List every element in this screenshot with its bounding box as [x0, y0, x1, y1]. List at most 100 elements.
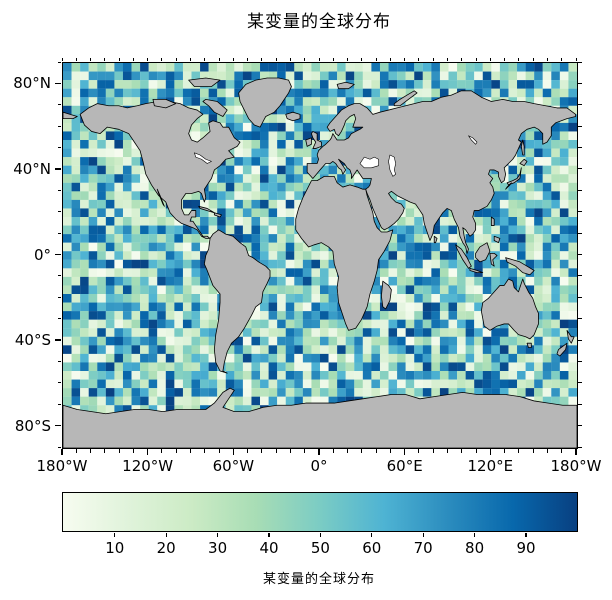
- y-minor-tick-right: [578, 296, 582, 298]
- y-minor-tick-right: [578, 147, 582, 149]
- y-minor-tick-left: [57, 318, 61, 320]
- colorbar-tick-label: 40: [259, 539, 279, 557]
- land-hokkaido: [520, 159, 527, 165]
- lake-great-lakes: [194, 153, 211, 164]
- x-minor-tick-bottom: [232, 449, 234, 453]
- x-minor-tick-bottom: [518, 449, 520, 453]
- land-novaya-zemlya: [394, 91, 417, 106]
- colorbar-tick-label: 80: [465, 539, 485, 557]
- x-minor-tick-bottom: [404, 449, 406, 453]
- x-minor-tick-top: [275, 57, 277, 61]
- land-cuba: [199, 206, 215, 212]
- x-tick-label: 120°W: [122, 457, 174, 475]
- land-sri-lanka: [434, 236, 437, 242]
- y-minor-tick-left: [57, 82, 61, 84]
- x-minor-tick-bottom: [175, 449, 177, 453]
- x-minor-tick-bottom: [361, 449, 363, 453]
- x-minor-tick-bottom: [389, 449, 391, 453]
- land-greenland: [239, 78, 292, 127]
- x-minor-tick-top: [104, 57, 106, 61]
- x-minor-tick-top: [318, 57, 320, 61]
- x-tick-label: 120°E: [467, 457, 514, 475]
- y-minor-tick-right: [578, 61, 582, 63]
- x-major-tick: [489, 449, 491, 455]
- x-minor-tick-top: [475, 57, 477, 61]
- x-minor-tick-bottom: [261, 449, 263, 453]
- y-minor-tick-right: [578, 425, 582, 427]
- x-minor-tick-top: [404, 57, 406, 61]
- x-minor-tick-top: [418, 57, 420, 61]
- land-great-britain: [311, 131, 321, 148]
- x-minor-tick-bottom: [418, 449, 420, 453]
- y-minor-tick-right: [578, 339, 582, 341]
- land-sumatra: [456, 245, 472, 269]
- x-minor-tick-bottom: [375, 449, 377, 453]
- x-minor-tick-top: [118, 57, 120, 61]
- y-minor-tick-right: [578, 360, 582, 362]
- x-minor-tick-top: [61, 57, 63, 61]
- y-minor-tick-left: [57, 339, 61, 341]
- x-minor-tick-bottom: [447, 449, 448, 453]
- y-major-tick: [55, 168, 61, 170]
- x-minor-tick-bottom: [475, 449, 477, 453]
- chart-title: 某变量的全球分布: [247, 12, 391, 32]
- y-minor-tick-left: [57, 446, 61, 448]
- y-minor-tick-left: [57, 189, 61, 191]
- x-minor-tick-top: [518, 57, 520, 61]
- x-major-tick: [147, 449, 149, 455]
- y-major-tick: [55, 82, 61, 84]
- x-major-tick: [232, 449, 234, 455]
- land-baffin: [203, 99, 227, 116]
- x-major-tick: [575, 449, 577, 455]
- land-antarctica: [63, 388, 577, 448]
- x-minor-tick-top: [561, 57, 563, 61]
- x-minor-tick-bottom: [204, 449, 206, 453]
- y-minor-tick-left: [57, 232, 61, 234]
- colorbar-tick: [525, 532, 527, 537]
- colorbar-tick-label: 10: [105, 539, 125, 557]
- y-minor-tick-left: [57, 254, 61, 255]
- x-minor-tick-bottom: [161, 449, 163, 453]
- y-minor-tick-right: [578, 232, 582, 234]
- colorbar-tick: [422, 532, 424, 537]
- y-minor-tick-right: [578, 446, 582, 448]
- y-tick-label: 80°N: [13, 74, 51, 93]
- x-minor-tick-bottom: [289, 449, 291, 453]
- colorbar-label: 某变量的全球分布: [262, 572, 375, 587]
- x-minor-tick-top: [489, 57, 491, 61]
- x-major-tick: [61, 449, 63, 455]
- y-tick-label: 80°S: [14, 416, 51, 435]
- x-minor-tick-bottom: [218, 449, 220, 453]
- x-minor-tick-top: [504, 57, 506, 61]
- y-minor-tick-left: [57, 125, 61, 127]
- y-minor-tick-right: [578, 168, 582, 170]
- x-minor-tick-bottom: [532, 449, 534, 453]
- land-africa: [296, 176, 393, 330]
- x-major-tick: [318, 449, 320, 455]
- x-minor-tick-top: [218, 57, 220, 61]
- land-new-zealand-north: [567, 330, 574, 343]
- x-minor-tick-top: [347, 57, 349, 61]
- x-tick-label: 60°W: [212, 457, 255, 475]
- x-minor-tick-top: [247, 57, 249, 61]
- x-minor-tick-bottom: [575, 449, 577, 453]
- y-minor-tick-right: [578, 382, 582, 384]
- y-minor-tick-right: [578, 275, 582, 277]
- lake-caspian-sea: [389, 155, 396, 176]
- x-minor-tick-top: [190, 57, 191, 61]
- land-north-america: [80, 102, 240, 239]
- x-minor-tick-top: [546, 57, 548, 61]
- y-minor-tick-left: [57, 403, 61, 405]
- land-hispaniola: [214, 213, 221, 217]
- x-minor-tick-top: [461, 57, 463, 61]
- land-south-america: [204, 230, 270, 373]
- land-borneo: [476, 243, 490, 262]
- colorbar-gradient: [63, 493, 577, 531]
- x-minor-tick-bottom: [461, 449, 463, 453]
- land-baja-california: [157, 189, 164, 206]
- colorbar-tick: [474, 532, 476, 537]
- y-minor-tick-left: [57, 147, 61, 149]
- land-sulawesi: [490, 253, 497, 266]
- x-minor-tick-bottom: [332, 449, 334, 453]
